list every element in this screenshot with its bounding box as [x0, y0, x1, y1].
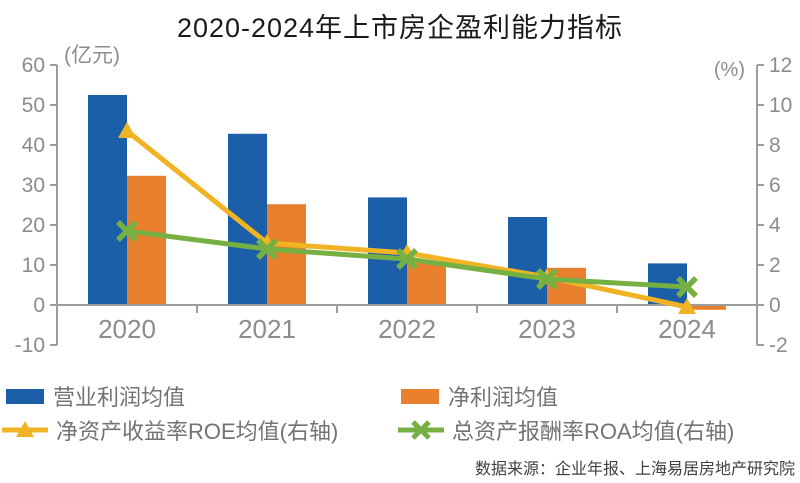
- page-title: 2020-2024年上市房企盈利能力指标: [176, 13, 624, 43]
- legend-item-roe: 净资产收益率ROE均值(右轴): [2, 418, 338, 444]
- right-axis-ticklabel-8: 8: [769, 134, 781, 157]
- left-axis-ticklabel-50: 50: [22, 94, 45, 117]
- left-axis-ticklabel--10: -10: [15, 334, 45, 357]
- left-axis-ticklabel-10: 10: [22, 254, 45, 277]
- legend-item-net-profit: 净利润均值: [400, 384, 558, 410]
- roa-marker-b-2022: [396, 248, 418, 270]
- left-axis-ticklabel-30: 30: [22, 174, 45, 197]
- legend-label-operating-profit: 营业利润均值: [53, 385, 186, 410]
- roe-marker-2024: [678, 298, 696, 314]
- x-axis-label-2021: 2021: [238, 314, 296, 344]
- roa-marker-b-2024: [676, 276, 698, 298]
- legend-marker-roa: [398, 420, 444, 440]
- left-axis-unit-label: (亿元): [64, 44, 120, 67]
- roa-marker-b-2020: [116, 220, 138, 242]
- roa-marker-b-2021: [256, 238, 278, 260]
- x-axis-label-2023: 2023: [518, 314, 576, 344]
- net-profit-bar-2024: [687, 305, 726, 310]
- net-profit-bar-2022: [407, 263, 446, 305]
- legend-label-roa: 总资产报酬率ROA均值(右轴): [452, 419, 735, 444]
- legend-item-operating-profit: 营业利润均值: [5, 384, 185, 410]
- roe-marker-2020: [118, 122, 136, 138]
- left-axis-ticklabel-40: 40: [22, 134, 45, 157]
- right-axis-unit-label: (%): [714, 59, 745, 81]
- right-axis-ticklabel-12: 12: [769, 54, 792, 77]
- legend-marker-operating-profit: [6, 389, 44, 404]
- x-axis-label-2020: 2020: [98, 314, 156, 344]
- legend-marker-roe: [2, 421, 48, 437]
- roa-marker-b-2023: [536, 268, 558, 290]
- x-axis-label-2024: 2024: [658, 314, 716, 344]
- legend-item-roa: 总资产报酬率ROA均值(右轴): [398, 418, 734, 444]
- legend-label-roe: 净资产收益率ROE均值(右轴): [56, 419, 339, 444]
- right-axis-ticklabel--2: -2: [769, 334, 788, 357]
- source-note: 数据来源：企业年报、上海易居房地产研究院: [474, 461, 795, 478]
- x-axis-label-2022: 2022: [378, 314, 436, 344]
- legend-marker-net-profit: [401, 389, 439, 404]
- right-axis-ticklabel-6: 6: [769, 174, 781, 197]
- right-axis-ticklabel-2: 2: [769, 254, 781, 277]
- left-axis-ticklabel-0: 0: [33, 294, 45, 317]
- operating-profit-bar-2020: [88, 95, 127, 305]
- right-axis-ticklabel-0: 0: [769, 294, 781, 317]
- left-axis-ticklabel-60: 60: [22, 54, 45, 77]
- right-axis-ticklabel-4: 4: [769, 214, 781, 237]
- left-axis-ticklabel-20: 20: [22, 214, 45, 237]
- right-axis-ticklabel-10: 10: [769, 94, 792, 117]
- operating-profit-bar-2023: [508, 217, 547, 305]
- legend-label-net-profit: 净利润均值: [448, 385, 559, 410]
